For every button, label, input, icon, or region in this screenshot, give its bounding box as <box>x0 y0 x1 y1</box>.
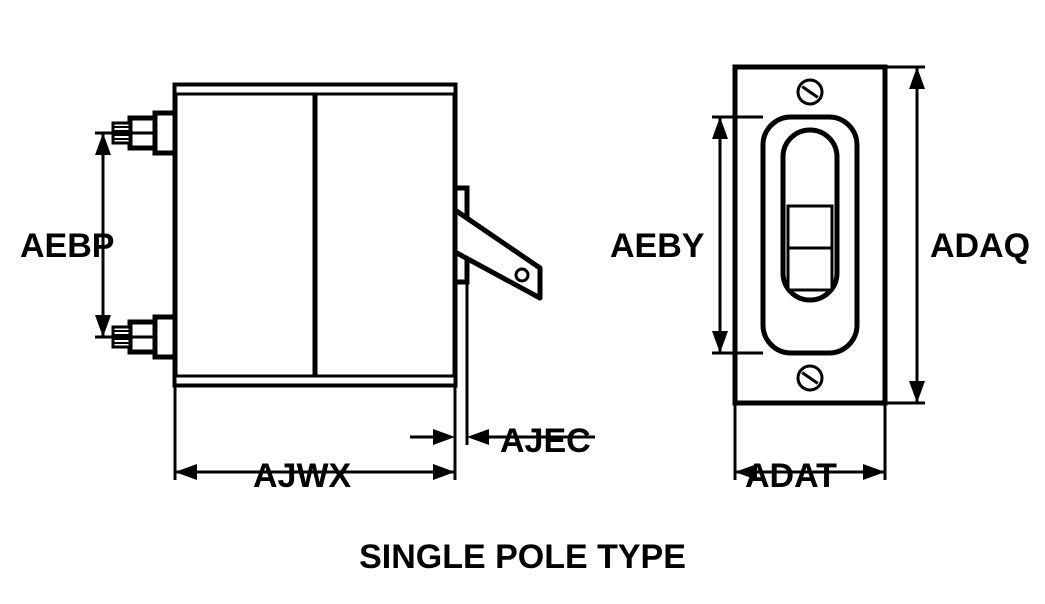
label-ajec: AJEC <box>500 422 591 461</box>
label-ajwx: AJWX <box>253 457 351 496</box>
label-aebp: AEBP <box>20 227 114 266</box>
diagram-svg <box>0 0 1045 604</box>
label-adat: ADAT <box>745 457 837 496</box>
diagram-title: SINGLE POLE TYPE <box>0 538 1045 577</box>
diagram-stage: SINGLE POLE TYPE AEBP AJWX AJEC AEBY ADA… <box>0 0 1045 604</box>
label-adaq: ADAQ <box>930 227 1030 266</box>
label-aeby: AEBY <box>610 227 704 266</box>
